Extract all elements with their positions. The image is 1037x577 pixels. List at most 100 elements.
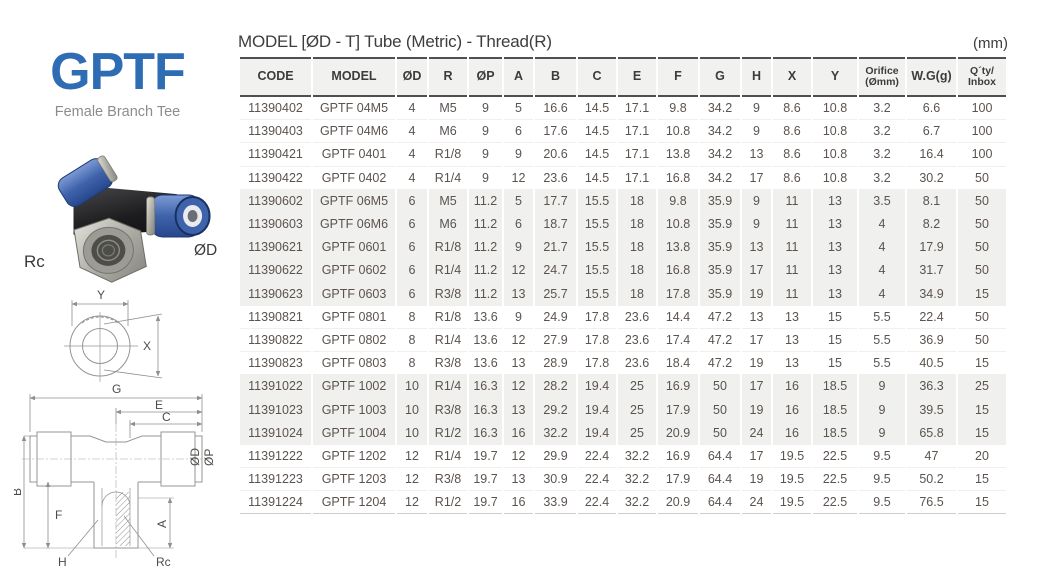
table-cell: 14.5 <box>578 119 616 142</box>
table-cell: 11391022 <box>240 374 311 398</box>
table-cell: 10 <box>397 397 427 421</box>
table-cell: 25 <box>618 374 656 398</box>
table-cell: M6 <box>429 211 467 236</box>
table-row: 11391224 GPTF 1204 12 R1/2 19.7 16 33.9 22.4 32.… <box>240 490 1006 515</box>
table-title: MODEL [ØD - T] Tube (Metric) - Thread(R) <box>238 32 552 51</box>
table-cell: M6 <box>429 119 467 142</box>
table-cell: 9.8 <box>658 188 698 212</box>
table-cell: 27.9 <box>535 327 576 351</box>
table-row: 11390421 GPTF 0401 4 R1/8 9 9 20.6 14.5 17.1 13.8… <box>240 142 1006 165</box>
table-cell: 32.2 <box>618 467 656 490</box>
table-cell: 13.6 <box>469 327 502 351</box>
table-cell: 50 <box>700 397 740 421</box>
table-cell: 17.7 <box>535 188 576 212</box>
table-cell: 9 <box>469 165 502 189</box>
table-cell: 5 <box>515 101 522 116</box>
table-cell: 13 <box>742 304 771 328</box>
column-header: ØP <box>469 57 502 97</box>
table-cell: 50 <box>958 327 1006 351</box>
table-cell: 6 <box>397 188 427 212</box>
column-header: CODE <box>240 57 311 97</box>
table-cell: 13 <box>504 397 533 421</box>
table-cell: 33.9 <box>535 490 576 515</box>
table-cell: 4 <box>397 142 427 165</box>
table-cell: 47.2 <box>700 327 740 351</box>
table-cell: 13 <box>504 281 533 305</box>
table-cell: 9 <box>482 101 489 116</box>
table-cell: 32.2 <box>535 420 576 444</box>
table-cell: 14.5 <box>578 165 616 189</box>
table-cell: 21.7 <box>535 235 576 259</box>
dim-label-a: A <box>155 520 169 528</box>
table-cell: R3/8 <box>429 397 467 421</box>
table-cell: 17 <box>742 165 771 189</box>
table-cell: 50 <box>958 258 1006 282</box>
units-note: (mm) <box>973 35 1008 52</box>
table-cell: 13 <box>773 351 811 374</box>
table-cell: 15.5 <box>578 281 616 305</box>
table-cell: 17.9 <box>658 397 698 421</box>
table-cell: 9 <box>742 188 771 212</box>
table-cell: 19.5 <box>773 443 811 467</box>
table-cell: 9.5 <box>859 443 905 467</box>
table-cell: 64.4 <box>700 490 740 515</box>
table-cell: R3/8 <box>429 351 467 374</box>
table-cell: 9 <box>469 142 502 165</box>
table-cell: 29.9 <box>535 443 576 467</box>
table-cell: 20.9 <box>658 490 698 515</box>
table-cell: 11390603 <box>240 211 311 236</box>
table-cell: 15 <box>813 327 857 351</box>
table-row: 11391023 GPTF 1003 10 R3/8 16.3 13 29.2 19.4 25 1… <box>240 397 1006 421</box>
table-cell: 18 <box>618 211 656 236</box>
table-cell: 3.5 <box>859 188 905 212</box>
table-cell: 17.8 <box>658 281 698 305</box>
photo-tube-label: ØD <box>194 242 218 259</box>
table-cell: 22.5 <box>813 443 857 467</box>
table-cell: 10 <box>397 374 427 398</box>
table-cell: 11 <box>773 281 811 305</box>
table-cell: 25.7 <box>535 281 576 305</box>
table-cell: 19.7 <box>469 443 502 467</box>
table-cell: 16.9 <box>658 443 698 467</box>
table-row: 11390422 GPTF 0402 4 R1/4 9 12 23.6 14.5 17.1 16.… <box>240 165 1006 189</box>
product-code-title: GPTF <box>50 43 186 101</box>
table-cell: 12 <box>504 327 533 351</box>
table-cell: 16 <box>504 420 533 444</box>
table-cell: 22.4 <box>578 443 616 467</box>
table-cell: 11390823 <box>240 351 311 374</box>
table-row: 11390403 GPTF 04M6 4 M6 9 6 17.6 14.5 17.1 10.8 34… <box>240 119 1006 142</box>
table-cell: 19.7 <box>469 490 502 515</box>
table-cell: R1/4 <box>429 258 467 282</box>
table-cell: 11391223 <box>240 467 311 490</box>
table-cell: 16.3 <box>469 374 502 398</box>
table-cell: 34.2 <box>700 165 740 189</box>
table-cell: 23.6 <box>535 165 576 189</box>
table-cell: GPTF 0401 <box>313 142 395 165</box>
table-cell: 16.9 <box>658 374 698 398</box>
table-cell: GPTF 0601 <box>313 235 395 259</box>
table-cell: 5.5 <box>859 304 905 328</box>
table-row: 11390822 GPTF 0802 8 R1/4 13.6 12 27.9 17.8 23.6… <box>240 327 1006 351</box>
column-header: W.G(g) <box>907 57 956 97</box>
table-cell: 23.6 <box>618 304 656 328</box>
table-cell: 19 <box>742 351 771 374</box>
table-cell: 15 <box>958 397 1006 421</box>
table-cell: 11390403 <box>240 119 311 142</box>
table-cell: 13 <box>813 211 857 236</box>
table-cell: 13 <box>813 235 857 259</box>
table-cell: 11.2 <box>469 281 502 305</box>
table-cell: 40.5 <box>907 351 956 374</box>
table-cell: 22.4 <box>907 304 956 328</box>
table-cell: 4 <box>397 119 427 142</box>
table-cell: GPTF 0402 <box>313 165 395 189</box>
table-cell: 34.2 <box>700 119 740 142</box>
table-cell: 34.2 <box>700 142 740 165</box>
table-cell: 18 <box>618 258 656 282</box>
table-cell: 19 <box>742 281 771 305</box>
table-cell: 10.8 <box>658 119 698 142</box>
table-cell: 9 <box>859 374 905 398</box>
table-cell: 19 <box>742 397 771 421</box>
table-cell: GPTF 06M5 <box>313 188 395 212</box>
table-cell: 50 <box>958 188 1006 212</box>
table-cell: 11.2 <box>469 235 502 259</box>
